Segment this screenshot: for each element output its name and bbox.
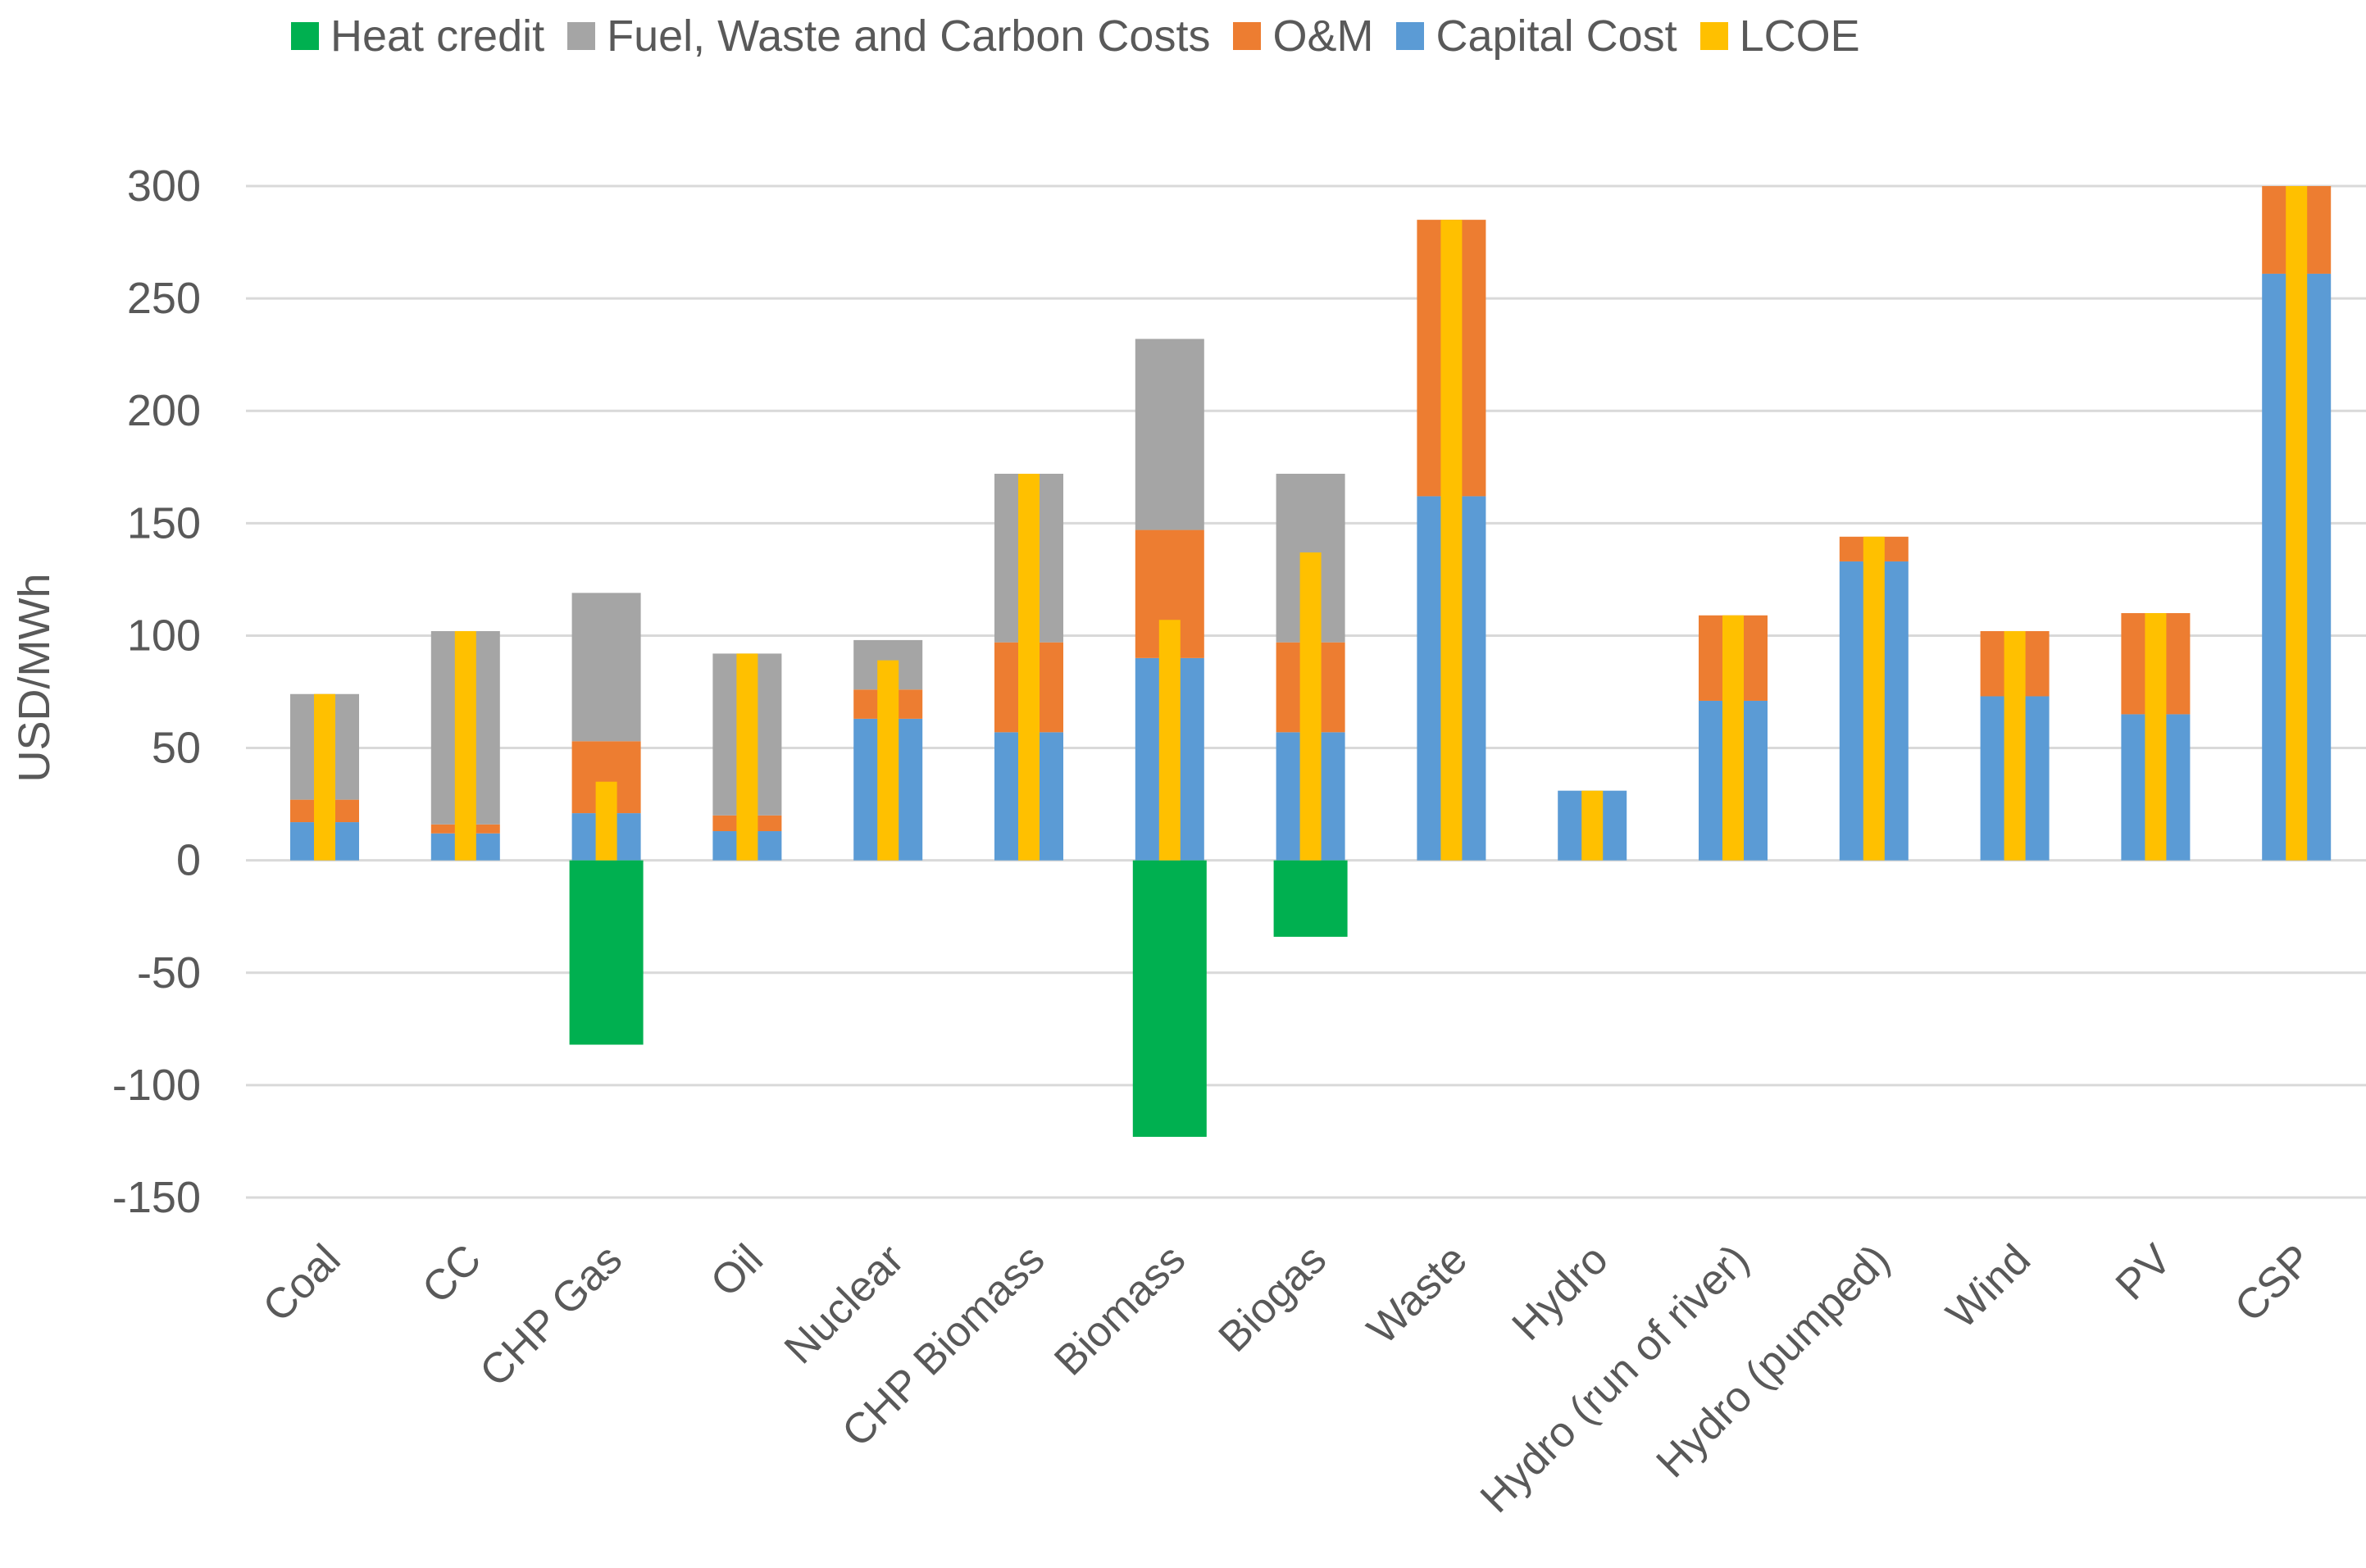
x-tick-label-biomass: Biomass (1045, 1235, 1194, 1384)
x-tick-label-waste: Waste (1358, 1235, 1476, 1353)
legend: Heat credit Fuel, Waste and Carbon Costs… (291, 7, 1860, 66)
legend-item-fuel-waste-carbon: Fuel, Waste and Carbon Costs (567, 11, 1210, 61)
bar-lcoe-chp-gas (595, 781, 617, 861)
bar-lcoe-oil (736, 653, 758, 861)
legend-label-capital-cost: Capital Cost (1436, 11, 1677, 61)
y-tick-label-0: 0 (176, 836, 201, 885)
x-tick-label-hydro-run-of-river: Hydro (run of river) (1472, 1235, 1759, 1522)
legend-swatch-capital-cost (1396, 22, 1425, 50)
bar-lcoe-hydro-pumped (1863, 536, 1885, 861)
x-tick-label-oil: Oil (702, 1235, 772, 1306)
x-tick-label-hydro-pumped: Hydro (pumped) (1648, 1235, 1900, 1487)
y-tick-label--50: -50 (137, 948, 201, 998)
legend-item-om: O&M (1233, 11, 1373, 61)
y-axis-label: USD/MWh (10, 574, 59, 783)
bar-lcoe-pv (2145, 613, 2167, 861)
y-tick-label-100: 100 (127, 611, 201, 660)
y-tick-label-50: 50 (152, 724, 201, 773)
x-tick-label-biogas: Biogas (1210, 1235, 1335, 1361)
y-tick-label--150: -150 (112, 1173, 201, 1222)
x-tick-label-pv: PV (2107, 1235, 2181, 1309)
y-axis-ticks: 300 250 200 150 100 50 0 -50 -100 -150 (112, 161, 201, 1222)
legend-swatch-om (1233, 22, 1262, 50)
bar-lcoe-csp (2286, 186, 2308, 861)
legend-swatch-heat-credit (291, 22, 319, 50)
bar-fuel-waste-and-carbon-costs-biomass (1135, 339, 1204, 530)
y-tick-label--100: -100 (112, 1061, 201, 1110)
legend-label-om: O&M (1272, 11, 1374, 61)
legend-label-fuel-waste-carbon: Fuel, Waste and Carbon Costs (607, 11, 1211, 61)
legend-label-heat-credit: Heat credit (330, 11, 545, 61)
bar-lcoe-cc (454, 630, 476, 861)
bar-lcoe-wind (2004, 630, 2026, 861)
bar-lcoe-biomass (1158, 620, 1181, 861)
x-tick-label-csp: CSP (2226, 1235, 2322, 1331)
x-tick-label-nuclear: Nuclear (776, 1235, 913, 1373)
bar-lcoe-nuclear (877, 660, 899, 861)
bar-heat-credit-chp-gas (569, 860, 644, 1045)
legend-swatch-lcoe (1699, 22, 1728, 50)
bar-lcoe-hydro (1581, 790, 1604, 861)
x-tick-label-hydro: Hydro (1504, 1235, 1618, 1349)
y-tick-label-300: 300 (127, 161, 201, 211)
y-tick-label-150: 150 (127, 498, 201, 548)
bar-lcoe-chp-biomass (1018, 474, 1040, 861)
bar-lcoe-biogas (1299, 552, 1322, 861)
bar-lcoe-hydro-run-of-river (1722, 615, 1744, 861)
legend-item-capital-cost: Capital Cost (1396, 11, 1677, 61)
bar-heat-credit-biomass (1132, 860, 1207, 1137)
legend-item-lcoe: LCOE (1699, 11, 1860, 61)
y-tick-label-200: 200 (127, 386, 201, 435)
x-tick-label-coal: Coal (254, 1235, 350, 1331)
bars (290, 186, 2332, 1137)
x-tick-label-wind: Wind (1937, 1235, 2040, 1338)
legend-swatch-fuel-waste-carbon (567, 22, 596, 50)
legend-label-lcoe: LCOE (1739, 11, 1860, 61)
bar-fuel-waste-and-carbon-costs-chp-gas (571, 593, 641, 742)
legend-item-heat-credit: Heat credit (291, 11, 544, 61)
y-tick-label-250: 250 (127, 274, 201, 323)
x-tick-label-cc: CC (413, 1235, 490, 1312)
bar-lcoe-waste (1440, 220, 1463, 861)
bar-heat-credit-biogas (1273, 860, 1348, 937)
x-tick-label-chp-gas: CHP Gas (471, 1235, 631, 1396)
bar-lcoe-coal (314, 693, 335, 861)
